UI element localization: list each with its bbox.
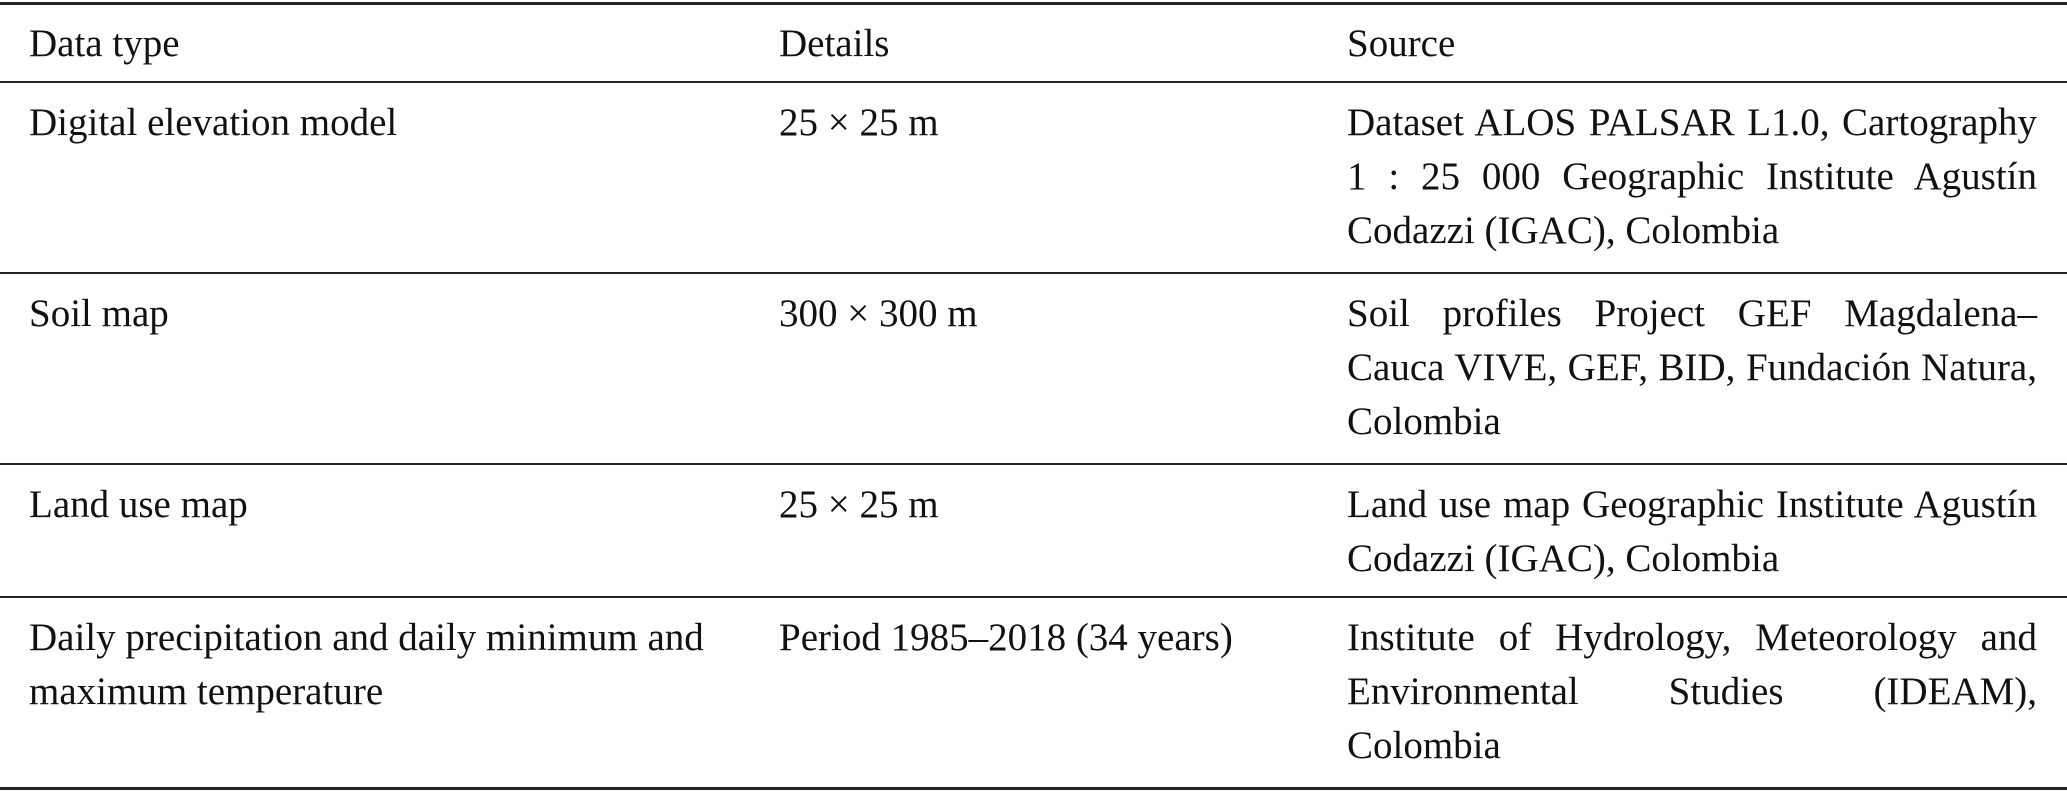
table-cell: Soil map: [29, 292, 169, 335]
table-cell: 300 × 300 m: [779, 292, 978, 335]
table-rule: [0, 596, 2067, 598]
table-cell: 25 × 25 m: [779, 101, 939, 144]
table-cell: Period 1985–2018 (34 years): [779, 616, 1233, 659]
header-cell: Source: [1347, 22, 1456, 65]
table-rule: [0, 272, 2067, 274]
table-rule: [0, 81, 2067, 83]
table-cell: Digital elevation model: [29, 101, 398, 144]
table-cell: Daily precipitation and daily minimum an…: [29, 616, 704, 713]
table-rule: [0, 787, 2067, 790]
table-cell: Institute of Hydrology, Meteorology and …: [1347, 616, 2037, 767]
table-cell: Land use map Geographic Institute Agustí…: [1347, 483, 2037, 580]
table-cell: Soil profiles Project GEF Magdalena–Cauc…: [1347, 292, 2037, 443]
header-cell: Data type: [29, 22, 180, 65]
table-cell: 25 × 25 m: [779, 483, 939, 526]
table-rule: [0, 2, 2067, 5]
table-cell: Land use map: [29, 483, 248, 526]
table-rule: [0, 463, 2067, 465]
table-cell: Dataset ALOS PALSAR L1.0, Cartography 1 …: [1347, 101, 2037, 252]
header-cell: Details: [779, 22, 890, 65]
